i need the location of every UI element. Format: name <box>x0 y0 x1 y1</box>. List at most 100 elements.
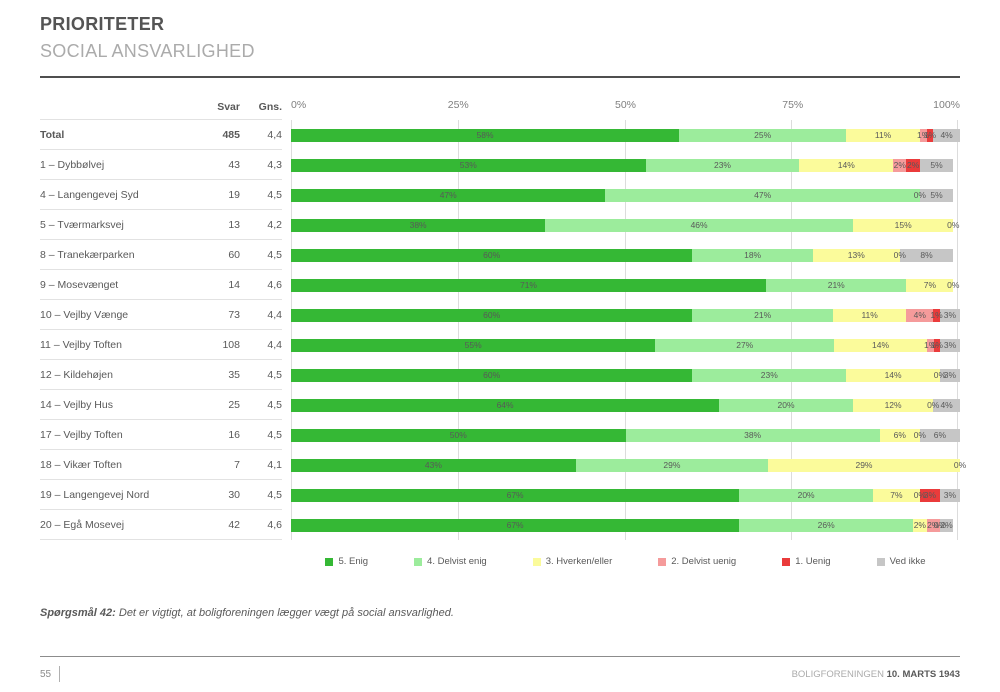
gns-column-header: Gns. <box>258 100 282 113</box>
table-row: 11 – Vejlby Toften 108 4,4 55% 27% 14% 1% 1%… <box>40 330 960 360</box>
row-svar-count: 43 <box>228 158 240 171</box>
bar-segment: 47% <box>605 188 920 202</box>
bar-segment: 7% <box>906 278 954 292</box>
bar-segment-label: 50% <box>449 430 467 440</box>
bar-segments: 60% 18% 13% 0% 8% <box>291 248 960 262</box>
bar-segment: 1% <box>924 338 937 352</box>
bar-segment-label: 43% <box>424 460 442 470</box>
legend-swatch <box>532 557 541 566</box>
axis-tick-75: 75% <box>782 99 804 111</box>
bar-segment-label: 5% <box>930 190 943 200</box>
legend-label: 2. Delvist uenig <box>671 556 737 567</box>
svar-column-header: Svar <box>217 100 240 113</box>
bar-segment: 60% <box>291 308 693 322</box>
bar-segment-label: 60% <box>483 370 501 380</box>
bar-segments: 64% 20% 12% 0% 4% <box>291 398 960 412</box>
bar-segment-label: 12% <box>884 400 902 410</box>
row-gns-average: 4,3 <box>267 158 282 171</box>
table-row: 8 – Tranekærparken 60 4,5 60% 18% 13% 0% 8% <box>40 240 960 270</box>
row-gns-average: 4,5 <box>267 488 282 501</box>
bar-segment: 3% <box>939 488 960 502</box>
bar-segment-label: 0% <box>913 490 926 500</box>
bar-segment: 12% <box>852 398 934 412</box>
bar-segment-label: 25% <box>754 130 772 140</box>
row-label: 5 – Tværmarksvej <box>40 218 124 231</box>
bar-segment: 20% <box>739 488 874 502</box>
bar-segment: 2% <box>906 158 920 172</box>
bar-segment-label: 21% <box>827 280 845 290</box>
bar-segment: 29% <box>767 458 961 472</box>
bar-segment: 23% <box>645 158 800 172</box>
stacked-bar: 67% 20% 7% 0% 3% 3% <box>291 480 960 510</box>
bar-segment: 46% <box>545 218 853 232</box>
row-svar-count: 108 <box>222 338 240 351</box>
bar-segment-label: 0% <box>913 190 926 200</box>
bar-segments: 60% 21% 11% 4% 1% 3% <box>291 308 960 322</box>
bar-segment-label: 5% <box>930 160 943 170</box>
bar-segment: 50% <box>291 428 626 442</box>
row-label: Total <box>40 128 65 141</box>
bar-segment-label: 1% <box>924 340 937 350</box>
row-gns-average: 4,4 <box>267 128 282 141</box>
bar-segment: 3% <box>939 308 960 322</box>
bar-segments: 60% 23% 14% 0% 3% <box>291 368 960 382</box>
bar-segment: 3% <box>939 368 960 382</box>
bar-segment-label: 3% <box>943 370 957 380</box>
row-svar-count: 30 <box>228 488 240 501</box>
row-svar-count: 16 <box>228 428 240 441</box>
table-row: 10 – Vejlby Vænge 73 4,4 60% 21% 11% 4% 1% 3% <box>40 300 960 330</box>
bar-segments: 67% 26% 2% 2% 0% 2% <box>291 518 960 532</box>
page-subtitle: SOCIAL ANSVARLIGHED <box>40 41 255 61</box>
bar-segment-label: 53% <box>459 160 477 170</box>
bar-segment-label: 6% <box>933 430 947 440</box>
row-svar-count: 60 <box>228 248 240 261</box>
bar-segment: 7% <box>873 488 920 502</box>
row-label: 9 – Mosevænget <box>40 278 119 291</box>
legend-item: 1. Uenig <box>782 556 831 567</box>
bar-segment-label: 71% <box>519 280 537 290</box>
page-number-block: 55 <box>40 666 61 682</box>
bar-segment: 29% <box>575 458 768 472</box>
stacked-bar: 60% 21% 11% 4% 1% 3% <box>291 300 960 330</box>
legend-swatch <box>658 557 667 566</box>
bar-segment: 8% <box>899 248 954 262</box>
bar-segment-label: 3% <box>923 490 937 500</box>
bar-segments: 47% 47% 0% 5% <box>291 188 960 202</box>
table-header-left: Svar Gns. <box>40 94 282 120</box>
page-number: 55 <box>40 668 52 680</box>
legend: 5. Enig 4. Delvist enig 3. Hverken/eller 2.… <box>291 556 960 567</box>
bar-segment-label: 1% <box>917 130 930 140</box>
bar-segment: 18% <box>692 248 813 262</box>
table-row: 19 – Langengevej Nord 30 4,5 67% 20% 7% 0% 3… <box>40 480 960 510</box>
bar-segment: 38% <box>625 428 880 442</box>
bar-segment: 43% <box>291 458 576 472</box>
stacked-bar: 38% 46% 15% 0% <box>291 210 960 240</box>
stacked-bar: 47% 47% 0% 5% <box>291 180 960 210</box>
bar-segment: 14% <box>846 368 940 382</box>
bar-segment-label: 2% <box>927 520 940 530</box>
bar-segment: 26% <box>739 518 914 532</box>
bar-segment-label: 6% <box>893 430 906 440</box>
stacked-bar: 71% 21% 7% 0% <box>291 270 960 300</box>
footnote: Spørgsmål 42: Det er vigtigt, at boligfo… <box>40 607 960 619</box>
row-gns-average: 4,5 <box>267 248 282 261</box>
bar-segment: 5% <box>919 158 954 172</box>
footer-org-name: BOLIGFORENINGEN <box>791 668 887 680</box>
row-svar-count: 25 <box>228 398 240 411</box>
bar-segment-label: 47% <box>439 190 457 200</box>
bar-segment-label: 20% <box>777 400 795 410</box>
bar-segment-label: 38% <box>409 220 427 230</box>
bar-segment: 1% <box>917 128 930 142</box>
bar-segment: 4% <box>906 308 934 322</box>
bar-segment: 21% <box>692 308 833 322</box>
bar-segment: 11% <box>832 308 907 322</box>
bar-segment: 2% <box>913 518 927 532</box>
bar-segment: 13% <box>812 248 900 262</box>
table-row: Total 485 4,4 58% 25% 11% 1% 1% 4% <box>40 120 960 150</box>
bar-segment-label: 3% <box>943 340 957 350</box>
bar-segment: 23% <box>692 368 847 382</box>
bar-segment: 64% <box>291 398 720 412</box>
bar-segment-label: 2% <box>906 160 920 170</box>
bar-segment-label: 0% <box>947 220 960 230</box>
axis-tick-50: 50% <box>614 99 637 111</box>
